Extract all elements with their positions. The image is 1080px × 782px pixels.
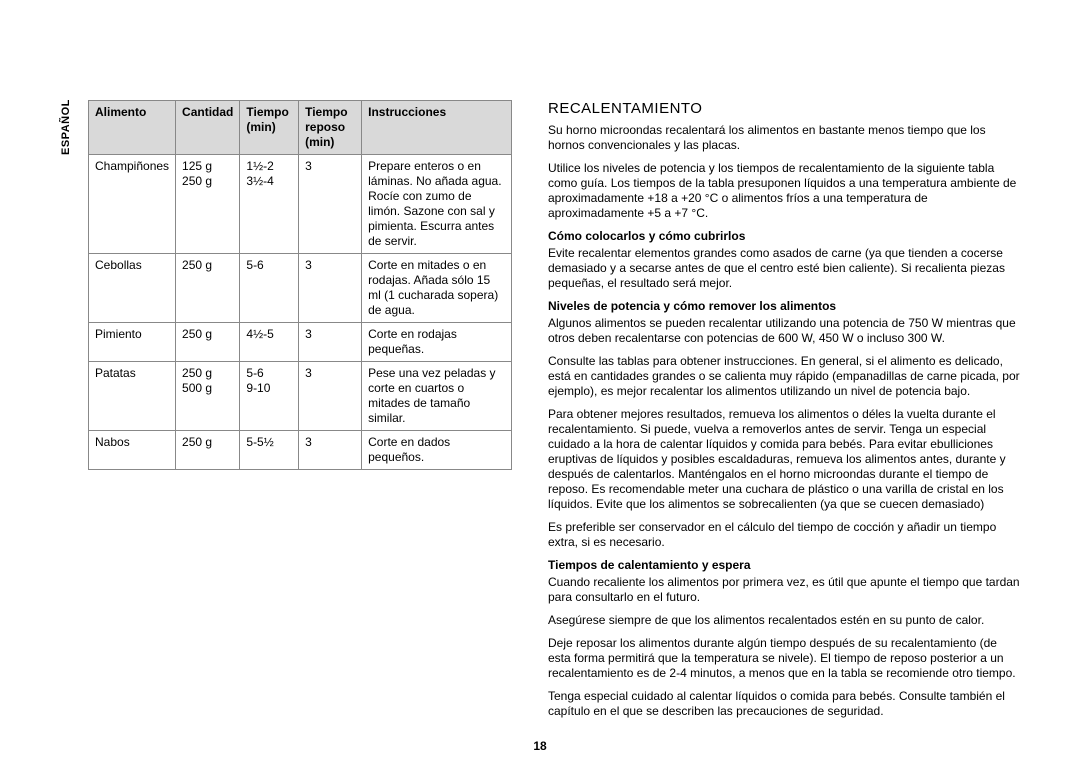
cell-food: Patatas xyxy=(89,362,176,431)
cell-time: 4½-5 xyxy=(240,323,299,362)
intro-para-2: Utilice los niveles de potencia y los ti… xyxy=(548,161,1022,221)
cooking-table: Alimento Cantidad Tiempo (min) Tiempo re… xyxy=(88,100,512,470)
cell-time: 1½-23½-4 xyxy=(240,155,299,254)
right-column: RECALENTAMIENTO Su horno microondas reca… xyxy=(530,100,1040,752)
cell-rest: 3 xyxy=(299,323,362,362)
table-row: Champiñones125 g250 g1½-23½-43Prepare en… xyxy=(89,155,512,254)
cell-qty: 250 g xyxy=(176,431,240,470)
col-time: Tiempo (min) xyxy=(240,101,299,155)
cell-time: 5-5½ xyxy=(240,431,299,470)
cell-instr: Corte en mitades o en rodajas. Añada sól… xyxy=(362,254,512,323)
cell-rest: 3 xyxy=(299,362,362,431)
cell-time: 5-69-10 xyxy=(240,362,299,431)
cell-rest: 3 xyxy=(299,254,362,323)
para-power-b: Consulte las tablas para obtener instruc… xyxy=(548,354,1022,399)
col-qty: Cantidad xyxy=(176,101,240,155)
cell-instr: Corte en rodajas pequeñas. xyxy=(362,323,512,362)
cell-food: Nabos xyxy=(89,431,176,470)
cell-rest: 3 xyxy=(299,155,362,254)
cell-qty: 250 g500 g xyxy=(176,362,240,431)
table-row: Nabos250 g5-5½3Corte en dados pequeños. xyxy=(89,431,512,470)
col-rest: Tiempo reposo (min) xyxy=(299,101,362,155)
page-number: 18 xyxy=(0,739,1080,754)
para-power-a: Algunos alimentos se pueden recalentar u… xyxy=(548,316,1022,346)
para-times-d: Tenga especial cuidado al calentar líqui… xyxy=(548,689,1022,719)
table-body: Champiñones125 g250 g1½-23½-43Prepare en… xyxy=(89,155,512,470)
table-row: Patatas250 g500 g5-69-103Pese una vez pe… xyxy=(89,362,512,431)
cell-food: Pimiento xyxy=(89,323,176,362)
subhead-power: Niveles de potencia y cómo remover los a… xyxy=(548,299,1022,314)
subhead-placement: Cómo colocarlos y cómo cubrirlos xyxy=(548,229,1022,244)
cell-instr: Pese una vez peladas y corte en cuartos … xyxy=(362,362,512,431)
cell-qty: 250 g xyxy=(176,323,240,362)
table-row: Pimiento250 g4½-53Corte en rodajas peque… xyxy=(89,323,512,362)
cell-time: 5-6 xyxy=(240,254,299,323)
manual-page: ESPAÑOL Alimento Cantidad Tiempo (min) T… xyxy=(0,0,1080,782)
para-times-b: Asegúrese siempre de que los alimentos r… xyxy=(548,613,1022,628)
subhead-times: Tiempos de calentamiento y espera xyxy=(548,558,1022,573)
para-times-a: Cuando recaliente los alimentos por prim… xyxy=(548,575,1022,605)
cell-instr: Prepare enteros o en láminas. No añada a… xyxy=(362,155,512,254)
table-row: Cebollas250 g5-63Corte en mitades o en r… xyxy=(89,254,512,323)
cell-food: Cebollas xyxy=(89,254,176,323)
intro-para-1: Su horno microondas recalentará los alim… xyxy=(548,123,1022,153)
section-title: RECALENTAMIENTO xyxy=(548,100,1022,119)
para-power-c: Para obtener mejores resultados, remueva… xyxy=(548,407,1022,512)
para-times-c: Deje reposar los alimentos durante algún… xyxy=(548,636,1022,681)
cell-instr: Corte en dados pequeños. xyxy=(362,431,512,470)
cell-rest: 3 xyxy=(299,431,362,470)
cell-qty: 125 g250 g xyxy=(176,155,240,254)
left-column: Alimento Cantidad Tiempo (min) Tiempo re… xyxy=(70,100,530,752)
para-placement: Evite recalentar elementos grandes como … xyxy=(548,246,1022,291)
cell-qty: 250 g xyxy=(176,254,240,323)
language-tab: ESPAÑOL xyxy=(60,99,74,155)
col-food: Alimento xyxy=(89,101,176,155)
cell-food: Champiñones xyxy=(89,155,176,254)
para-power-d: Es preferible ser conservador en el cálc… xyxy=(548,520,1022,550)
col-instr: Instrucciones xyxy=(362,101,512,155)
table-header-row: Alimento Cantidad Tiempo (min) Tiempo re… xyxy=(89,101,512,155)
